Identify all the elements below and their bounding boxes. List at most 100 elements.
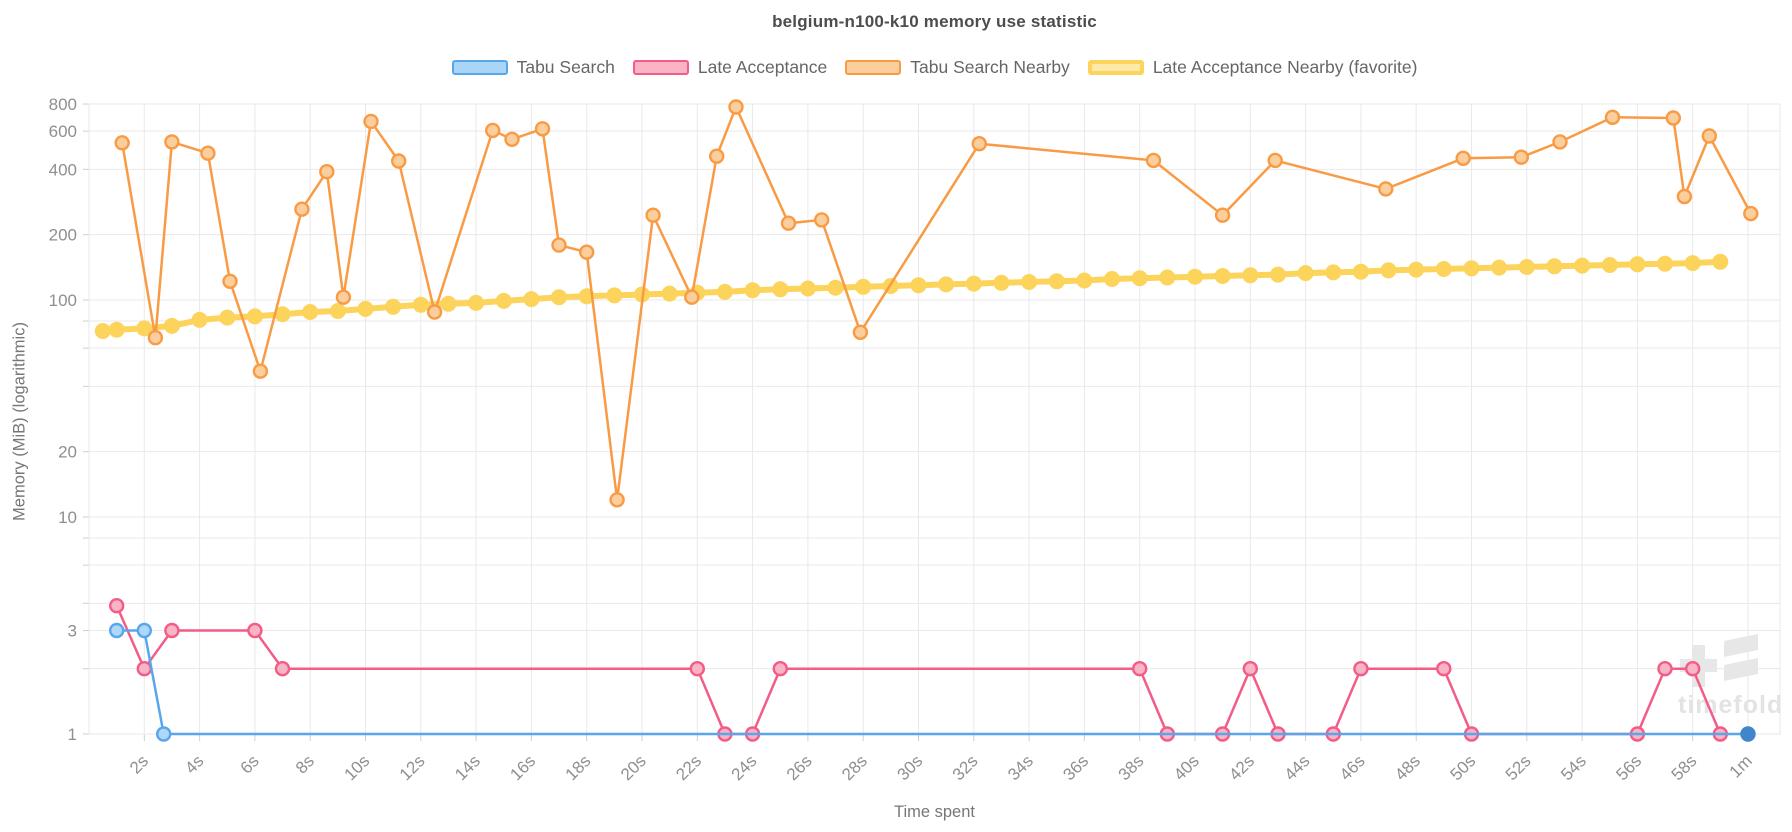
- data-point[interactable]: [1242, 267, 1259, 284]
- data-point[interactable]: [1187, 268, 1203, 285]
- data-point[interactable]: [609, 492, 625, 508]
- data-point[interactable]: [606, 287, 623, 304]
- data-point[interactable]: [136, 320, 153, 337]
- data-point[interactable]: [147, 330, 164, 346]
- data-point[interactable]: [164, 622, 180, 639]
- data-point[interactable]: [709, 148, 725, 164]
- data-point[interactable]: [661, 285, 678, 302]
- data-point[interactable]: [728, 99, 744, 115]
- data-point[interactable]: [1048, 273, 1065, 290]
- data-point[interactable]: [357, 300, 374, 317]
- data-point[interactable]: [1712, 253, 1729, 270]
- data-point[interactable]: [684, 289, 700, 305]
- data-point[interactable]: [1657, 661, 1673, 677]
- data-point[interactable]: [302, 304, 319, 320]
- data-point[interactable]: [689, 661, 705, 677]
- data-point[interactable]: [335, 289, 352, 305]
- data-point[interactable]: [993, 274, 1010, 291]
- data-point[interactable]: [1601, 257, 1618, 273]
- data-point[interactable]: [814, 212, 830, 228]
- data-point[interactable]: [164, 134, 180, 150]
- data-point[interactable]: [1574, 257, 1591, 274]
- data-point[interactable]: [716, 283, 733, 300]
- data-point[interactable]: [1021, 274, 1038, 290]
- data-point[interactable]: [910, 277, 927, 294]
- data-point[interactable]: [827, 279, 844, 296]
- data-point[interactable]: [1325, 264, 1342, 281]
- data-point[interactable]: [523, 291, 540, 308]
- data-point[interactable]: [504, 131, 520, 148]
- data-point[interactable]: [1676, 188, 1693, 205]
- data-point[interactable]: [329, 303, 346, 319]
- data-point[interactable]: [246, 308, 263, 325]
- data-point[interactable]: [319, 163, 335, 180]
- data-point[interactable]: [1657, 255, 1673, 272]
- data-point[interactable]: [744, 282, 761, 299]
- data-point[interactable]: [1353, 661, 1369, 677]
- data-point[interactable]: [1214, 268, 1231, 284]
- data-point[interactable]: [1270, 266, 1286, 283]
- data-point[interactable]: [1214, 207, 1231, 223]
- data-point[interactable]: [1436, 661, 1452, 677]
- data-point[interactable]: [412, 296, 429, 313]
- data-point[interactable]: [468, 294, 485, 311]
- data-point[interactable]: [1463, 260, 1480, 277]
- data-point[interactable]: [485, 122, 501, 139]
- data-point[interactable]: [1604, 109, 1621, 126]
- data-point[interactable]: [855, 278, 872, 295]
- data-point[interactable]: [1352, 263, 1369, 280]
- data-point[interactable]: [108, 622, 125, 639]
- data-point[interactable]: [1267, 152, 1283, 169]
- data-point[interactable]: [971, 135, 987, 152]
- data-point[interactable]: [579, 244, 595, 260]
- data-point[interactable]: [274, 661, 291, 677]
- data-point[interactable]: [219, 309, 236, 326]
- data-point[interactable]: [1380, 262, 1397, 279]
- data-point[interactable]: [222, 273, 238, 289]
- data-point[interactable]: [155, 726, 172, 742]
- data-point[interactable]: [772, 661, 788, 677]
- data-point[interactable]: [1740, 726, 1756, 742]
- data-point[interactable]: [1131, 270, 1148, 287]
- legend-item-late-acceptance-nearby-favorite[interactable]: Late Acceptance Nearby (favorite): [1087, 57, 1417, 78]
- data-point[interactable]: [495, 292, 512, 309]
- data-point[interactable]: [551, 289, 567, 306]
- data-point[interactable]: [391, 153, 407, 169]
- data-point[interactable]: [363, 113, 379, 130]
- data-point[interactable]: [1104, 271, 1120, 287]
- data-point[interactable]: [136, 661, 153, 677]
- data-point[interactable]: [534, 121, 551, 137]
- data-point[interactable]: [136, 622, 153, 639]
- data-point[interactable]: [274, 306, 291, 323]
- data-point[interactable]: [440, 295, 457, 312]
- data-point[interactable]: [1145, 152, 1162, 169]
- data-point[interactable]: [772, 281, 789, 298]
- data-point[interactable]: [1552, 134, 1568, 150]
- data-point[interactable]: [799, 280, 816, 297]
- data-point[interactable]: [1701, 128, 1718, 144]
- data-point[interactable]: [1076, 272, 1093, 289]
- data-point[interactable]: [200, 145, 216, 161]
- data-point[interactable]: [1131, 661, 1148, 677]
- data-point[interactable]: [108, 598, 125, 614]
- legend-item-tabu-search[interactable]: Tabu Search: [451, 57, 615, 78]
- data-point[interactable]: [1629, 256, 1646, 273]
- data-point[interactable]: [1159, 269, 1176, 286]
- data-point[interactable]: [1684, 255, 1701, 272]
- data-point[interactable]: [1378, 181, 1394, 197]
- legend-item-tabu-search-nearby[interactable]: Tabu Search Nearby: [845, 57, 1070, 78]
- data-point[interactable]: [426, 304, 443, 320]
- legend-item-late-acceptance[interactable]: Late Acceptance: [632, 57, 827, 78]
- data-point[interactable]: [247, 622, 263, 639]
- data-point[interactable]: [1684, 661, 1701, 677]
- data-point[interactable]: [1491, 259, 1508, 276]
- data-point[interactable]: [1743, 205, 1759, 222]
- data-point[interactable]: [852, 324, 869, 340]
- data-point[interactable]: [1546, 258, 1563, 275]
- data-point[interactable]: [163, 317, 180, 334]
- data-point[interactable]: [938, 276, 955, 293]
- data-point[interactable]: [1435, 261, 1452, 277]
- data-point[interactable]: [94, 323, 111, 339]
- data-point[interactable]: [1297, 265, 1314, 282]
